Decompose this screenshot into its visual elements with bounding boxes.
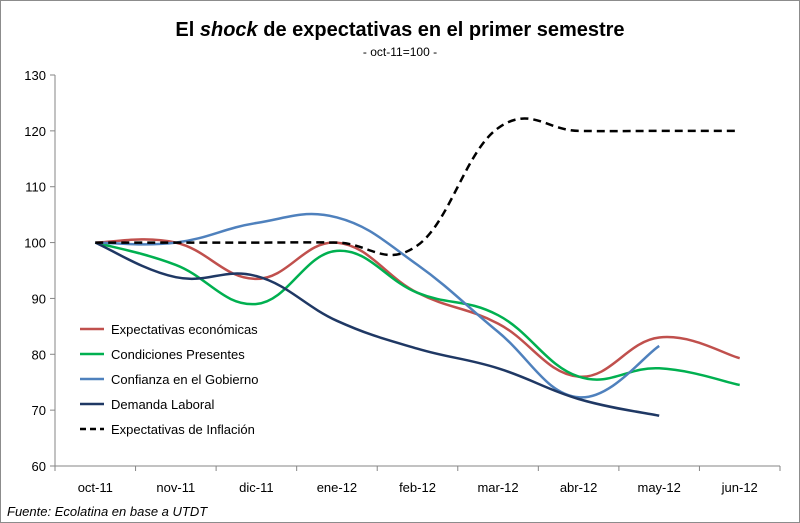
series-lines	[94, 117, 741, 417]
x-tick-label: abr-12	[560, 480, 598, 495]
chart-subtitle: - oct-11=100 -	[363, 45, 437, 59]
legend-label-1: Expectativas económicas	[111, 322, 258, 337]
axes: 60 70 80 90 100 110 120 130 oct-11 nov-11 dic-11 en…	[24, 68, 781, 495]
chart-title-prefix: El	[175, 19, 199, 41]
series-line-5	[95, 117, 740, 257]
x-tick-label: ene-12	[317, 480, 357, 495]
x-tick-label: feb-12	[399, 480, 436, 495]
series-line-4	[94, 241, 660, 417]
y-tick-label: 100	[24, 236, 46, 251]
x-tick-label: dic-11	[239, 480, 273, 495]
y-tick-label: 80	[32, 347, 46, 362]
legend-label-5: Expectativas de Inflación	[111, 422, 255, 437]
legend-label-4: Demanda Laboral	[111, 397, 214, 412]
x-tick-label: mar-12	[477, 480, 518, 495]
y-tick-label: 120	[24, 124, 46, 139]
legend: Expectativas económicas Condiciones Prese…	[80, 322, 258, 437]
legend-label-2: Condiciones Presentes	[111, 347, 245, 362]
legend-label-3: Confianza en el Gobierno	[111, 372, 258, 387]
y-tick-label: 130	[24, 68, 46, 83]
x-tick-label: may-12	[637, 480, 680, 495]
x-tick-label: nov-11	[156, 480, 195, 495]
y-tick-label: 60	[32, 459, 46, 474]
series-line-3	[95, 212, 660, 399]
y-tick-label: 70	[32, 403, 46, 418]
chart-title: El shock de expectativas en el primer se…	[175, 19, 624, 41]
x-tick-label: jun-12	[721, 480, 758, 495]
source-note: Fuente: Ecolatina en base a UTDT	[7, 504, 208, 519]
x-tick-label: oct-11	[78, 480, 113, 495]
y-tick-label: 110	[25, 180, 46, 195]
y-tick-label: 90	[32, 291, 46, 306]
chart-title-emphasis: shock	[200, 19, 259, 41]
chart-title-suffix: de expectativas en el primer semestre	[258, 19, 625, 41]
